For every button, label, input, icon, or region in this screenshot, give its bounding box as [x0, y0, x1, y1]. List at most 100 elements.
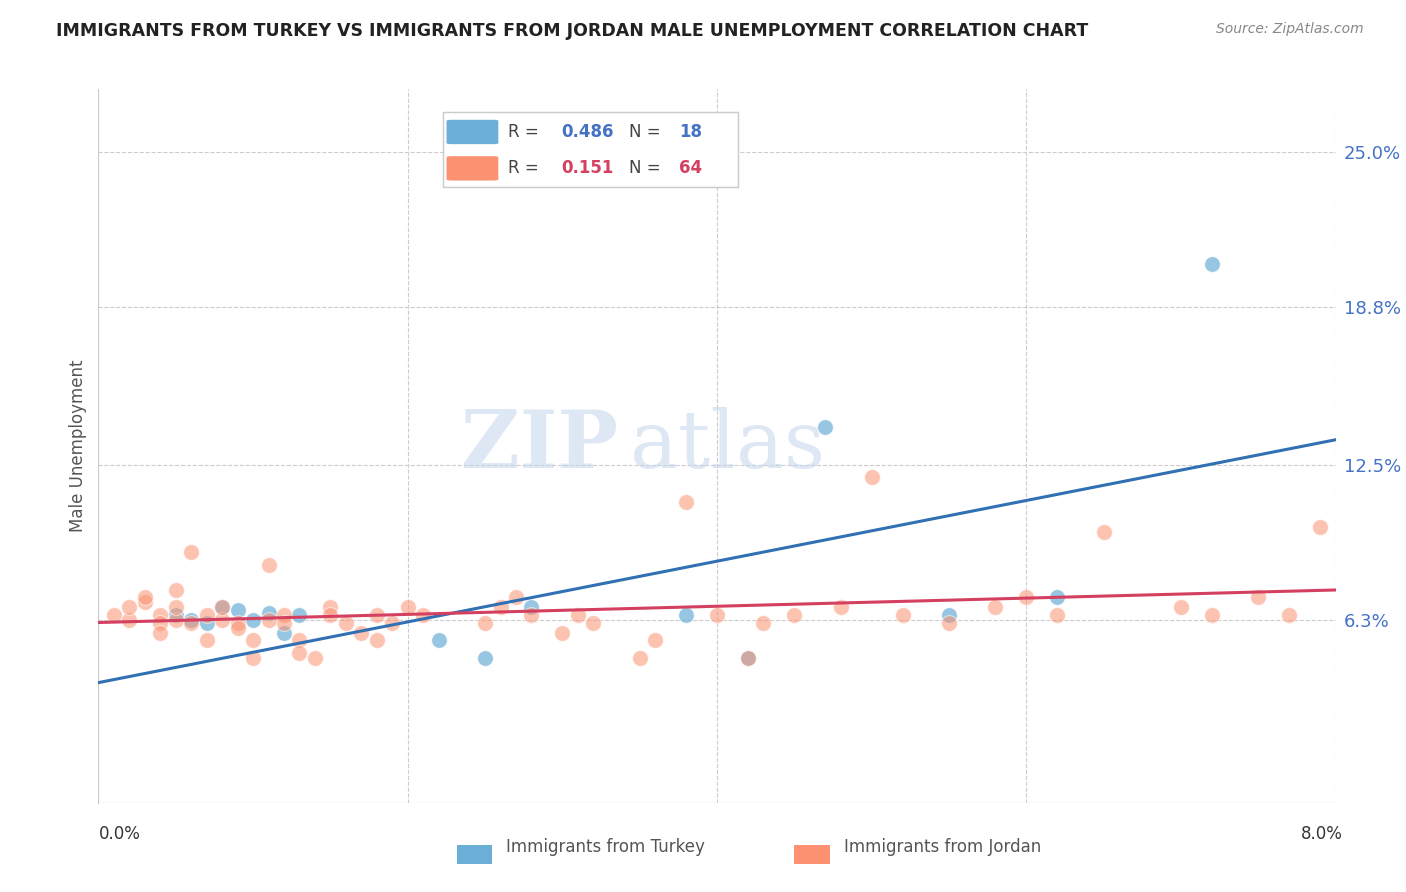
Point [273, 615, 295, 630]
Point [520, 607, 543, 622]
Point [474, 650, 496, 665]
Point [211, 600, 233, 615]
Point [118, 613, 141, 627]
Point [1015, 591, 1038, 605]
Point [520, 600, 543, 615]
Point [242, 633, 264, 648]
Point [149, 625, 172, 640]
Point [134, 595, 156, 609]
Point [891, 607, 914, 622]
Point [165, 613, 187, 627]
Point [830, 600, 852, 615]
Point [149, 615, 172, 630]
Text: 18: 18 [679, 123, 702, 141]
Point [1201, 257, 1223, 271]
Point [396, 600, 419, 615]
Point [195, 633, 218, 648]
Point [103, 607, 125, 622]
Point [474, 615, 496, 630]
Point [366, 607, 388, 622]
Point [226, 621, 249, 635]
Point [628, 650, 651, 665]
Point [1309, 520, 1331, 534]
Text: atlas: atlas [630, 407, 825, 485]
Point [257, 613, 280, 627]
Y-axis label: Male Unemployment: Male Unemployment [69, 359, 87, 533]
Point [1201, 607, 1223, 622]
Point [567, 607, 589, 622]
Point [412, 607, 434, 622]
Point [366, 633, 388, 648]
Point [304, 650, 326, 665]
Point [195, 607, 218, 622]
Point [675, 607, 697, 622]
Point [165, 600, 187, 615]
Point [350, 625, 373, 640]
Point [211, 613, 233, 627]
Point [381, 615, 404, 630]
Point [195, 615, 218, 630]
Text: Immigrants from Turkey: Immigrants from Turkey [506, 838, 704, 856]
Text: 64: 64 [679, 160, 702, 178]
Point [226, 615, 249, 630]
Point [211, 600, 233, 615]
Point [1170, 600, 1192, 615]
Point [165, 607, 187, 622]
Point [1278, 607, 1301, 622]
Point [582, 615, 605, 630]
Point [505, 591, 527, 605]
Point [288, 607, 311, 622]
Point [814, 420, 837, 434]
Text: R =: R = [508, 123, 538, 141]
Point [783, 607, 806, 622]
Point [319, 600, 342, 615]
Point [288, 633, 311, 648]
Text: 0.0%: 0.0% [98, 825, 141, 843]
Point [427, 633, 450, 648]
Point [273, 625, 295, 640]
Point [938, 615, 960, 630]
Text: 0.151: 0.151 [561, 160, 613, 178]
Point [551, 625, 574, 640]
Point [180, 613, 202, 627]
Point [319, 607, 342, 622]
Text: N =: N = [628, 160, 661, 178]
Text: 0.486: 0.486 [561, 123, 613, 141]
Text: N =: N = [628, 123, 661, 141]
Point [938, 607, 960, 622]
Point [1046, 591, 1069, 605]
Point [180, 615, 202, 630]
Point [118, 600, 141, 615]
Text: ZIP: ZIP [461, 407, 619, 485]
Point [335, 615, 357, 630]
Point [165, 582, 187, 597]
Point [737, 650, 759, 665]
FancyBboxPatch shape [446, 155, 499, 181]
Point [860, 470, 883, 484]
FancyBboxPatch shape [446, 119, 499, 145]
Text: Immigrants from Jordan: Immigrants from Jordan [844, 838, 1040, 856]
Text: IMMIGRANTS FROM TURKEY VS IMMIGRANTS FROM JORDAN MALE UNEMPLOYMENT CORRELATION C: IMMIGRANTS FROM TURKEY VS IMMIGRANTS FRO… [56, 22, 1088, 40]
Point [1092, 525, 1115, 540]
Point [226, 603, 249, 617]
Text: Source: ZipAtlas.com: Source: ZipAtlas.com [1216, 22, 1364, 37]
Point [675, 495, 697, 509]
Point [1046, 607, 1069, 622]
Point [706, 607, 728, 622]
Point [242, 650, 264, 665]
Point [180, 545, 202, 559]
Point [644, 633, 666, 648]
Point [257, 606, 280, 620]
Point [752, 615, 775, 630]
Point [257, 558, 280, 572]
Point [273, 607, 295, 622]
Point [149, 607, 172, 622]
Point [288, 646, 311, 660]
Text: R =: R = [508, 160, 538, 178]
Text: 8.0%: 8.0% [1301, 825, 1343, 843]
Point [242, 613, 264, 627]
Point [489, 600, 512, 615]
Point [737, 650, 759, 665]
Point [984, 600, 1007, 615]
Point [1247, 591, 1270, 605]
